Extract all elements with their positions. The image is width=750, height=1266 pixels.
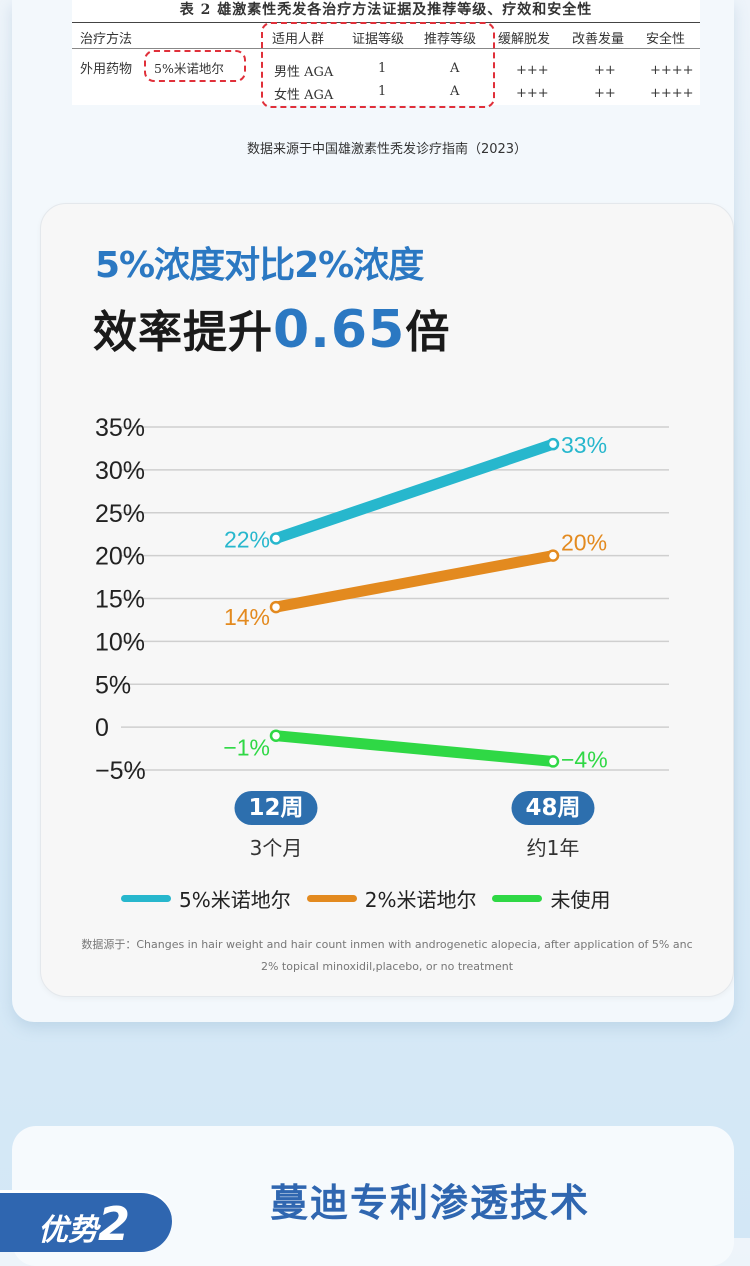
headline-efficiency: 效率提升0.65倍 — [93, 296, 450, 360]
tech-title: 蔓迪专利渗透技术 — [270, 1181, 591, 1225]
table-cell: 1 — [378, 61, 387, 76]
advantage-number: 2 — [98, 1197, 131, 1251]
data-source-footnote: 数据源于：Changes in hair weight and hair cou… — [71, 934, 703, 978]
headline-suffix: 倍 — [405, 307, 451, 358]
table-cell: +++ — [516, 86, 549, 101]
y-tick-label: 35% — [95, 414, 145, 442]
table-header-improve: 改善发量 — [572, 32, 625, 47]
headline-prefix: 效率提升 — [93, 307, 273, 358]
series-line — [270, 550, 559, 613]
data-label: 33% — [561, 432, 607, 458]
legend-label: 未使用 — [550, 888, 611, 912]
data-label: −1% — [223, 735, 270, 761]
advantage-tag: 优势2 — [0, 1190, 172, 1252]
y-tick-label: 10% — [95, 628, 145, 656]
x-label-12w: 12周 — [234, 791, 318, 825]
legend-item-untreated: 未使用 — [492, 884, 610, 913]
table-caption: 表 2 雄激素性秃发各治疗方法证据及推荐等级、疗效和安全性 — [179, 2, 593, 18]
table-header-relief: 缓解脱发 — [498, 32, 551, 47]
table-cell: A — [450, 84, 460, 99]
headline-highlight: 0.65 — [273, 300, 406, 360]
source-text: 数据来源于中国雄激素性秃发诊疗指南（2023） — [246, 142, 528, 157]
table-rule-header — [72, 48, 700, 49]
table-cell: 男性 AGA — [274, 65, 334, 80]
table-cell: 1 — [378, 84, 387, 99]
series-line — [270, 438, 559, 544]
table-cell: ++ — [594, 63, 616, 78]
table-header-method: 治疗方法 — [80, 32, 133, 47]
tech-subtitle-cropped — [300, 1226, 600, 1246]
headline-concentration: 5%浓度对比2%浓度 — [95, 245, 424, 286]
data-point — [269, 600, 283, 614]
footnote-line: 2% topical minoxidil,placebo, or no trea… — [260, 960, 514, 973]
data-point — [546, 755, 560, 768]
legend-label: 2%米诺地尔 — [364, 888, 477, 912]
data-point — [269, 532, 283, 545]
legend-item-2pct: 2%米诺地尔 — [306, 884, 477, 913]
y-tick-label: 5% — [95, 671, 131, 699]
y-tick-label: 30% — [95, 457, 145, 485]
legend-swatch — [306, 895, 357, 902]
table-header-evidence: 证据等级 — [352, 32, 405, 47]
data-label: 14% — [224, 604, 270, 630]
data-label: −4% — [561, 746, 608, 772]
x-sublabel-3m: 3个月 — [249, 836, 303, 860]
table-cell: A — [450, 61, 460, 76]
table-drug: 5%米诺地尔 — [154, 61, 224, 76]
table-header-safety: 安全性 — [646, 32, 686, 47]
legend-label: 5%米诺地尔 — [179, 888, 291, 912]
line-chart: 35% 30% 25% 20% 15% 10% 5% 0 −5% 22% 33% 14% 20% −1% −… — [95, 414, 669, 785]
y-tick-label: 25% — [95, 500, 145, 528]
data-label: 20% — [561, 530, 607, 556]
series-line — [270, 730, 559, 767]
footnote-line: 数据源于：Changes in hair weight and hair cou… — [81, 938, 693, 951]
y-tick-label: −5% — [95, 757, 146, 785]
drug-highlight-box — [144, 50, 246, 82]
table-cell: ++ — [594, 86, 616, 101]
table-cell: 女性 AGA — [274, 88, 334, 103]
x-sublabel-1y: 约1年 — [526, 836, 580, 860]
table-row-label: 外用药物 — [80, 62, 133, 77]
table-header-group: 适用人群 — [272, 32, 325, 47]
legend-swatch — [492, 895, 543, 902]
x-label-48w: 48周 — [511, 791, 595, 825]
data-label: 22% — [224, 526, 270, 552]
evidence-table: 表 2 雄激素性秃发各治疗方法证据及推荐等级、疗效和安全性 治疗方法 适用人群 … — [72, 0, 700, 108]
y-tick-label: 20% — [95, 543, 145, 571]
table-cell: +++ — [516, 63, 549, 78]
chart-card: 5%浓度对比2%浓度 效率提升0.65倍 35% 30% 25% 20% 15% 10% 5… — [40, 203, 734, 997]
table-cell: ++++ — [650, 86, 694, 101]
data-point — [546, 437, 560, 451]
data-point — [269, 729, 283, 742]
advantage-label: 优势 — [38, 1213, 98, 1248]
chart-legend: 5%米诺地尔 2%米诺地尔 未使用 — [121, 884, 610, 913]
grade-highlight-box — [261, 22, 495, 108]
y-tick-label: 15% — [95, 586, 145, 614]
table-cell: ++++ — [650, 63, 694, 78]
top-panel: 表 2 雄激素性秃发各治疗方法证据及推荐等级、疗效和安全性 治疗方法 适用人群 … — [12, 0, 734, 1022]
legend-swatch — [121, 895, 171, 902]
y-tick-label: 0 — [95, 714, 109, 742]
legend-item-5pct: 5%米诺地尔 — [121, 884, 291, 913]
data-point — [546, 549, 560, 562]
table-header-grade: 推荐等级 — [424, 32, 477, 47]
